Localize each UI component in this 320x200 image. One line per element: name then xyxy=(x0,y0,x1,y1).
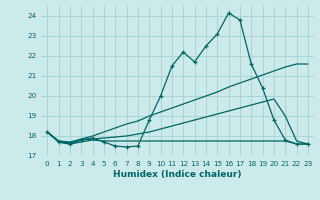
X-axis label: Humidex (Indice chaleur): Humidex (Indice chaleur) xyxy=(113,170,242,179)
